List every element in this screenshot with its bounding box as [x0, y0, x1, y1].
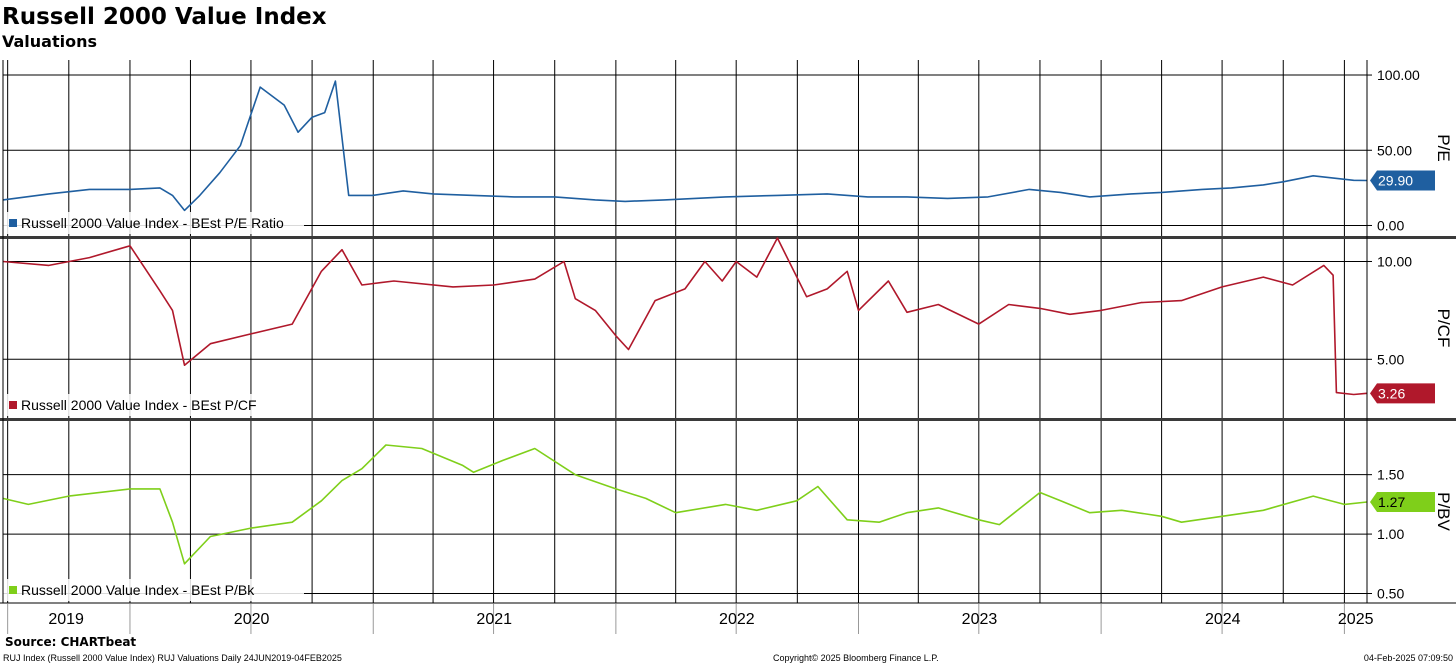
panel-separator [0, 418, 1456, 421]
last-value-flag [1370, 491, 1435, 512]
footer-security-info: RUJ Index (Russell 2000 Value Index) RUJ… [3, 653, 342, 663]
y-tick-label: 1.00 [1377, 526, 1404, 542]
y-tick-label: 0.00 [1377, 217, 1404, 233]
y-tick-label: 10.00 [1377, 253, 1412, 269]
y-tick-label: 0.50 [1377, 585, 1404, 601]
last-value-flag [1370, 170, 1435, 191]
legend-swatch [9, 219, 17, 227]
valuation-chart: 100.00 50.00 0.00 P/E 29.90 Russell 2000 Valu… [0, 60, 1456, 634]
y-axis-label: P/E [1434, 134, 1453, 161]
chart-title: Russell 2000 Value Index [2, 4, 327, 30]
x-tick-label: 2019 [48, 611, 84, 628]
x-tick-label: 2023 [962, 611, 998, 628]
panel-separator [0, 236, 1456, 239]
x-tick-label: 2020 [234, 611, 270, 628]
chart-subtitle: Valuations [2, 32, 98, 51]
y-tick-label: 1.50 [1377, 467, 1404, 483]
legend-swatch [9, 401, 17, 409]
y-tick-label: 50.00 [1377, 142, 1412, 158]
source-note: Source: CHARTbeat [5, 635, 137, 649]
legend-label: Russell 2000 Value Index - BEst P/CF [21, 397, 257, 413]
y-tick-label: 100.00 [1377, 67, 1420, 83]
last-value-label: 3.26 [1378, 385, 1405, 401]
series-line [2, 80, 1368, 212]
legend-label: Russell 2000 Value Index - BEst P/E Rati… [21, 215, 284, 231]
legend-box [2, 579, 304, 601]
legend-swatch [9, 586, 17, 594]
footer-copyright: Copyright© 2025 Bloomberg Finance L.P. [773, 653, 939, 663]
legend-label: Russell 2000 Value Index - BEst P/Bk [21, 582, 255, 598]
last-value-label: 29.90 [1378, 172, 1413, 188]
last-value-flag [1370, 383, 1435, 404]
legend-box [2, 394, 304, 416]
x-tick-label: 2022 [719, 611, 755, 628]
y-axis-label: P/BV [1434, 492, 1453, 531]
legend-box [2, 212, 304, 234]
series-line [2, 237, 1368, 396]
x-tick-label: 2021 [476, 611, 512, 628]
x-tick-label: 2025 [1338, 611, 1374, 628]
y-tick-label: 5.00 [1377, 351, 1404, 367]
footer-timestamp: 04-Feb-2025 07:09:50 [1363, 653, 1453, 663]
y-axis-label: P/CF [1434, 309, 1453, 348]
series-line [2, 444, 1368, 565]
x-tick-label: 2024 [1205, 611, 1241, 628]
last-value-label: 1.27 [1378, 494, 1405, 510]
